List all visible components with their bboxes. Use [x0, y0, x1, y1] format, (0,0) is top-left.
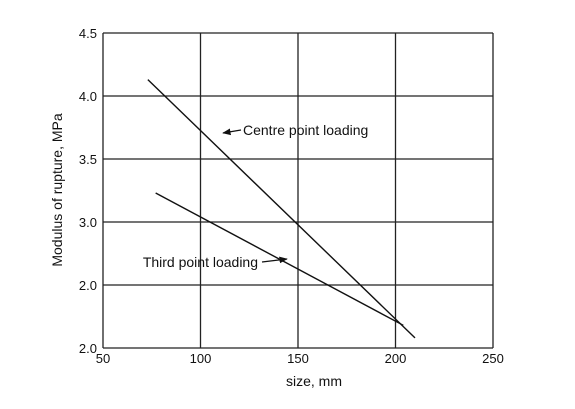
grid	[102, 32, 494, 349]
y-tick-label: 3.0	[79, 215, 97, 230]
y-tick-label: 4.0	[79, 89, 97, 104]
x-tick-label: 150	[287, 351, 309, 366]
y-axis-label: Modulus of rupture, MPa	[49, 113, 65, 267]
x-tick-label: 100	[190, 351, 212, 366]
centre-point-loading-arrow	[222, 128, 242, 136]
centre-point-loading-line	[147, 79, 416, 339]
annotations: Centre point loading Third point loading	[143, 122, 369, 270]
x-axis-label: size, mm	[286, 373, 342, 389]
centre-point-loading-label: Centre point loading	[243, 122, 368, 138]
x-tick-label: 200	[385, 351, 407, 366]
series-lines	[147, 79, 416, 339]
third-point-loading-label: Third point loading	[143, 254, 258, 270]
tick-labels: 50 100 150 200 250 2.0 2.0 3.0 3.5 4.0 4.5	[79, 26, 504, 366]
x-tick-label: 50	[96, 351, 110, 366]
third-point-loading-arrow	[261, 256, 288, 264]
y-tick-label: 4.5	[79, 26, 97, 41]
y-tick-label: 2.0	[79, 278, 97, 293]
y-tick-label: 3.5	[79, 152, 97, 167]
x-tick-label: 250	[482, 351, 504, 366]
y-tick-label: 2.0	[79, 341, 97, 356]
